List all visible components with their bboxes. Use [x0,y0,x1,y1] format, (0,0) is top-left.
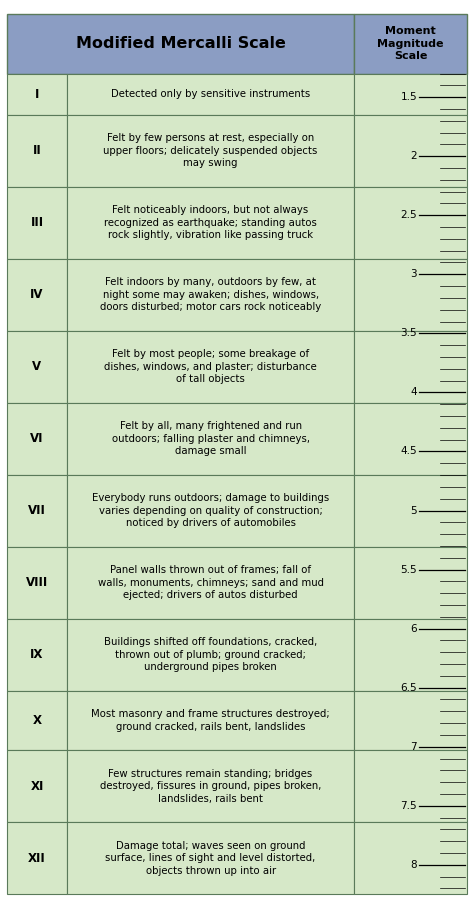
Bar [67,259,354,331]
Text: Felt by all, many frightened and run
outdoors; falling plaster and chimneys,
dam: Felt by all, many frightened and run out… [111,421,310,456]
Bar [7,187,67,259]
Bar [67,475,354,547]
Bar [7,475,67,547]
Text: VII: VII [28,504,46,518]
Bar [354,74,467,114]
Text: IX: IX [30,648,44,661]
Text: XII: XII [28,852,46,865]
Bar [354,114,467,187]
Text: 3.5: 3.5 [401,329,417,339]
Text: 3: 3 [410,270,417,280]
Text: VIII: VIII [26,577,48,589]
Bar [7,823,67,894]
Bar [354,187,467,259]
Text: Panel walls thrown out of frames; fall of
walls, monuments, chimneys; sand and m: Panel walls thrown out of frames; fall o… [98,566,324,600]
Text: 4.5: 4.5 [401,447,417,457]
Bar [7,402,67,475]
Bar [354,750,467,823]
Bar [67,691,354,750]
Text: Modified Mercalli Scale: Modified Mercalli Scale [76,36,286,51]
Bar [67,823,354,894]
Bar [67,331,354,402]
Bar [7,259,67,331]
Text: 6: 6 [410,624,417,634]
Text: Felt noticeably indoors, but not always
recognized as earthquake; standing autos: Felt noticeably indoors, but not always … [104,205,317,240]
Bar [67,618,354,691]
Text: 6.5: 6.5 [401,683,417,693]
Bar [67,547,354,618]
Text: V: V [32,360,42,373]
Text: X: X [33,714,42,727]
Text: VI: VI [30,432,44,445]
Bar [354,547,467,618]
Bar [354,14,467,74]
Text: Felt by most people; some breakage of
dishes, windows, and plaster; disturbance
: Felt by most people; some breakage of di… [104,350,317,384]
Text: Damage total; waves seen on ground
surface, lines of sight and level distorted,
: Damage total; waves seen on ground surfa… [105,841,316,876]
Bar [7,691,67,750]
Text: 7.5: 7.5 [401,801,417,811]
Text: 5.5: 5.5 [401,565,417,575]
Bar [354,475,467,547]
Text: Felt indoors by many, outdoors by few, at
night some may awaken; dishes, windows: Felt indoors by many, outdoors by few, a… [100,277,321,312]
Text: 1.5: 1.5 [401,92,417,102]
Bar [354,402,467,475]
Bar [67,750,354,823]
Text: 2.5: 2.5 [401,211,417,221]
Bar [7,331,67,402]
Text: 7: 7 [410,742,417,752]
Text: 2: 2 [410,152,417,162]
Text: Moment
Magnitude
Scale: Moment Magnitude Scale [377,26,444,61]
Bar [354,618,467,691]
Bar [7,14,354,74]
Text: Detected only by sensitive instruments: Detected only by sensitive instruments [111,89,310,99]
Text: Few structures remain standing; bridges
destroyed, fissures in ground, pipes bro: Few structures remain standing; bridges … [100,769,321,804]
Bar [67,402,354,475]
Bar [354,823,467,894]
Bar [67,74,354,114]
Bar [7,618,67,691]
Text: Buildings shifted off foundations, cracked,
thrown out of plumb; ground cracked;: Buildings shifted off foundations, crack… [104,637,317,672]
Text: I: I [35,87,39,101]
Bar [354,259,467,331]
Bar [7,74,67,114]
Text: Felt by few persons at rest, especially on
upper floors; delicately suspended ob: Felt by few persons at rest, especially … [103,133,318,168]
Bar [67,114,354,187]
Bar [7,547,67,618]
Text: III: III [30,216,44,229]
Bar [354,331,467,402]
Text: 4: 4 [410,388,417,398]
Text: IV: IV [30,288,44,301]
Bar [7,114,67,187]
Text: Most masonry and frame structures destroyed;
ground cracked, rails bent, landsli: Most masonry and frame structures destro… [91,709,330,732]
Text: Everybody runs outdoors; damage to buildings
varies depending on quality of cons: Everybody runs outdoors; damage to build… [92,493,329,528]
Bar [67,187,354,259]
Text: XI: XI [30,780,44,793]
Text: II: II [33,144,41,157]
Text: 5: 5 [410,506,417,516]
Bar [7,750,67,823]
Bar [354,691,467,750]
Text: 8: 8 [410,860,417,870]
